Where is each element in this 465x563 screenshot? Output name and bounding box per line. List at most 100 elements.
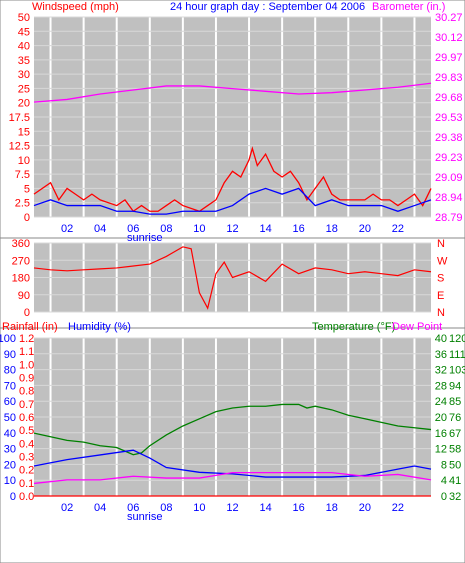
temp-f-tick-label: 41 [449,475,461,487]
windspeed-label: Windspeed (mph) [32,1,119,13]
series-line [33,449,432,478]
temp-f-tick-label: 85 [449,396,461,408]
wind-left-tick-labels: 0 2.5 5 7.5 10 12.5 15 17.5 20 25 30 35 40 45 50 [9,12,30,224]
barometer-tick-label: 29.53 [435,112,463,124]
wind-tick-label: 40 [18,41,30,53]
humidity-tick-label: 70 [4,380,16,392]
rainfall-tick-label: 1.1 [19,346,34,358]
wind-tick-label: 15 [18,126,30,138]
rainfall-tick-label: 0.3 [19,452,34,464]
temp-c-tick-label: 20 [435,412,447,424]
rainfall-tick-label: 1.0 [19,359,34,371]
x-tick-label: 04 [94,502,106,514]
temp-f-tick-labels: 32 41 50 58 67 76 85 94 103 111 120 [449,333,465,503]
rainfall-tick-label: 0.7 [19,399,34,411]
rainfall-tick-label: 0.8 [19,386,34,398]
wind-tick-label: 50 [18,12,30,24]
compass-tick-label: E [437,290,444,302]
barometer-tick-labels: 28.79 28.94 29.09 29.23 29.38 29.53 29.68 29.83… [435,12,463,224]
humidity-tick-label: 10 [4,475,16,487]
degree-tick-label: 0 [24,307,30,319]
rainfall-tick-label: 0.4 [19,438,34,450]
temp-c-tick-label: 24 [435,396,447,408]
series-line [33,82,432,103]
x-tick-label: 20 [359,502,371,514]
graph-title: 24 hour graph day : September 04 2006 [170,1,365,13]
compass-tick-label: N [437,238,445,250]
wind-tick-label: 0 [24,212,30,224]
wind-tick-label: 12.5 [9,141,30,153]
barometer-tick-label: 29.68 [435,92,463,104]
rainfall-label: Rainfall (in) [2,321,58,333]
rainfall-tick-label: 0.9 [19,373,34,385]
sunrise-label-bottom: sunrise [127,511,162,523]
temp-f-tick-label: 76 [449,412,461,424]
barometer-tick-label: 30.27 [435,12,463,24]
wind-x-tick-labels: 02 04 06 08 10 12 14 16 18 20 22 [61,223,404,235]
x-tick-label: 14 [259,223,271,235]
rainfall-tick-label: 0.5 [19,425,34,437]
temp-c-tick-label: 32 [435,365,447,377]
temp-f-tick-label: 94 [449,380,461,392]
direction-degree-labels: 0 90 180 270 360 [12,238,30,319]
wind-tick-label: 5 [24,183,30,195]
temp-c-tick-label: 0 [441,491,447,503]
barometer-tick-label: 29.38 [435,132,463,144]
temp-c-tick-label: 12 [435,444,447,456]
barometer-tick-label: 29.97 [435,52,463,64]
humidity-tick-label: 60 [4,396,16,408]
temp-c-tick-labels: 0 4 8 12 16 20 24 28 32 36 40 [435,333,447,503]
x-tick-label: 16 [293,223,305,235]
rainfall-tick-label: 0.2 [19,465,34,477]
rainfall-tick-label: 0.6 [19,412,34,424]
x-tick-label: 04 [94,223,106,235]
humidity-tick-label: 30 [4,444,16,456]
wind-tick-label: 2.5 [15,198,30,210]
barometer-tick-label: 29.09 [435,172,463,184]
series-line [33,187,432,215]
x-tick-label: 06 [127,502,139,514]
compass-tick-label: N [437,307,445,319]
temp-f-tick-label: 58 [449,444,461,456]
x-tick-label: 20 [359,223,371,235]
x-tick-label: 08 [160,223,172,235]
wind-tick-label: 10 [18,155,30,167]
degree-tick-label: 180 [12,273,30,285]
x-tick-label: 10 [193,223,205,235]
x-tick-label: 02 [61,502,73,514]
temp-c-tick-label: 40 [435,333,447,345]
barometer-tick-label: 28.94 [435,192,463,204]
temp-f-tick-label: 32 [449,491,461,503]
wind-tick-label: 35 [18,55,30,67]
humidity-tick-label: 0 [10,491,16,503]
x-tick-label: 22 [392,502,404,514]
humidity-tick-label: 40 [4,428,16,440]
wind-tick-label: 45 [18,26,30,38]
temperature-label: Temperature (°F) [312,321,395,333]
degree-tick-label: 360 [12,238,30,250]
barometer-tick-label: 29.23 [435,152,463,164]
rainfall-tick-label: 1.2 [19,333,34,345]
humidity-tick-labels: 0 10 20 30 40 50 60 70 80 90 100 [0,333,16,503]
x-tick-label: 02 [61,223,73,235]
degree-tick-label: 270 [12,255,30,267]
humidity-tick-label: 20 [4,459,16,471]
dewpoint-label: Dew Point [392,321,442,333]
compass-tick-label: S [437,273,444,285]
temp-f-tick-label: 103 [449,365,465,377]
barometer-tick-label: 28.79 [435,212,463,224]
x-tick-label: 06 [127,223,139,235]
wind-tick-label: 20 [18,98,30,110]
temp-c-tick-label: 28 [435,380,447,392]
temp-f-tick-label: 50 [449,459,461,471]
x-tick-label: 10 [193,502,205,514]
temp-series [33,403,432,497]
humidity-tick-label: 50 [4,412,16,424]
temp-c-tick-label: 36 [435,349,447,361]
rainfall-tick-label: 0.0 [19,491,34,503]
compass-tick-label: W [437,255,448,267]
wind-series [33,82,432,215]
temp-c-tick-label: 16 [435,428,447,440]
